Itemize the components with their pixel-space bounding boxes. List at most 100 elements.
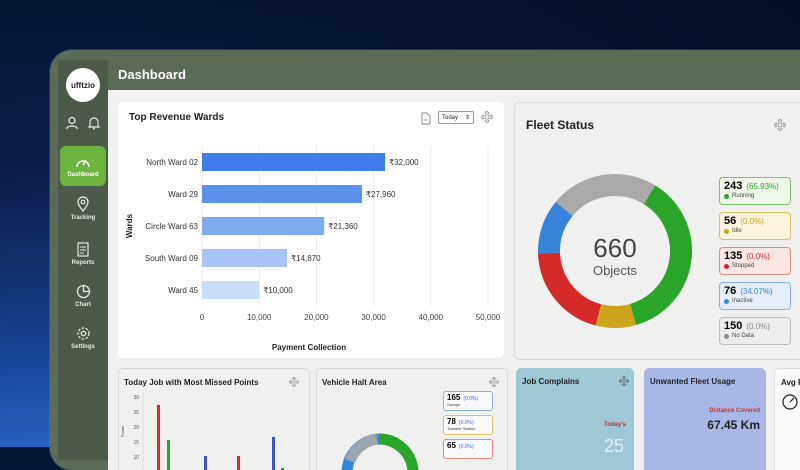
legend-label-text: Running	[732, 193, 755, 199]
revenue-card: Top Revenue Wards Today ⇕ 0 10,000 20,000 3…	[118, 102, 504, 358]
app-window: ufftzio Dashboard Tracking Reports Chart…	[50, 50, 800, 470]
avg-card: Avg F	[774, 368, 800, 470]
x-tick-label: 20,000	[304, 313, 329, 322]
fleet-legend-item[interactable]: 56 (0.0%) Idle	[719, 212, 791, 240]
page-title: Dashboard	[108, 60, 800, 90]
category-label: Ward 29	[168, 190, 198, 199]
map-pin-icon	[77, 195, 89, 212]
main-content: Dashboard Top Revenue Wards Today ⇕ 0 10,…	[108, 60, 800, 470]
job-complains-title: Job Complains	[522, 377, 580, 386]
distance-label: Distance Covered	[709, 408, 760, 414]
donut-center-value: 660	[593, 233, 636, 263]
x-axis-label: Payment Collection	[272, 343, 346, 352]
missed-points-chart: 30 25 20 15 10	[133, 393, 284, 470]
revenue-bar-chart: 0 10,000 20,000 30,000 40,000 50,000 North War…	[125, 146, 501, 352]
legend-count: 76	[724, 285, 737, 297]
halt-legend-item[interactable]: 165 (0.0%) Garage	[443, 391, 493, 411]
legend-percent: (0.0%)	[458, 444, 474, 450]
halt-donut-chart	[341, 433, 419, 470]
gauge-icon	[76, 159, 90, 167]
donut-segment	[595, 303, 637, 328]
y-tick-label: 10	[133, 455, 139, 461]
donut-segment	[538, 201, 573, 254]
fleet-legend-item[interactable]: 135 (0.0%) Stopped	[719, 247, 791, 275]
halt-legend-item[interactable]: 78 (0.0%) Transfer Station	[443, 415, 493, 435]
move-icon[interactable]	[774, 119, 786, 131]
status-dot-icon	[724, 298, 729, 304]
avg-card-title: Avg F	[781, 378, 800, 387]
legend-percent: (0.0%)	[746, 322, 770, 331]
unwanted-fleet-title: Unwanted Fleet Usage	[650, 377, 736, 386]
halt-segment	[378, 433, 419, 470]
bar	[202, 153, 386, 171]
y-axis-label: Wards	[125, 213, 134, 238]
data-label: ₹14,870	[291, 254, 321, 263]
legend-label: No Data	[724, 333, 786, 339]
halt-area-card: Vehicle Halt Area 165 (0.0%) Garage 78 (0.0%…	[316, 368, 508, 470]
move-icon[interactable]	[489, 377, 499, 387]
data-label: ₹27,960	[366, 190, 396, 199]
data-label: ₹32,000	[389, 158, 419, 167]
chevron-updown-icon: ⇕	[464, 115, 470, 121]
y-tick-label: 15	[133, 440, 139, 446]
today-label: Today's	[604, 422, 626, 428]
bar	[272, 437, 275, 470]
donut-segment	[629, 185, 692, 326]
pie-chart-icon	[76, 284, 90, 299]
unwanted-fleet-card: Unwanted Fleet Usage Distance Covered 67…	[644, 368, 766, 470]
bar	[202, 217, 325, 235]
legend-count: 165	[447, 393, 461, 402]
x-tick-label: 30,000	[361, 313, 386, 322]
distance-value: 67.45 Km	[707, 418, 760, 432]
bar	[202, 249, 288, 267]
sidebar: ufftzio Dashboard Tracking Reports Chart…	[58, 60, 108, 460]
move-icon[interactable]	[619, 376, 629, 386]
category-label: North Ward 02	[146, 158, 198, 167]
legend-label-text: Inactive	[732, 298, 753, 304]
sidebar-item-reports[interactable]: Reports	[60, 234, 106, 274]
legend-percent: (65.93%)	[746, 182, 779, 191]
x-tick-label: 50,000	[476, 313, 501, 322]
job-complains-card: Job Complains Today's 25	[516, 368, 634, 470]
bar	[202, 281, 260, 299]
export-icon[interactable]	[421, 112, 431, 125]
missed-points-title: Today Job with Most Missed Points	[124, 378, 259, 387]
legend-count: 243	[724, 180, 743, 192]
move-icon[interactable]	[289, 377, 299, 387]
legend-label-text: Idle	[732, 228, 742, 234]
y-tick-label: 25	[133, 410, 139, 416]
legend-label: Inactive	[724, 298, 786, 304]
bell-icon[interactable]	[87, 116, 101, 130]
user-icon[interactable]	[65, 116, 79, 130]
move-icon[interactable]	[481, 111, 493, 123]
y-tick-label: 20	[133, 425, 139, 431]
halt-legend-item[interactable]: 65 (0.0%)	[443, 439, 493, 459]
brand-logo[interactable]: ufftzio	[66, 68, 100, 102]
fleet-legend-item[interactable]: 243 (65.93%) Running	[719, 177, 791, 205]
bar	[204, 456, 207, 470]
sidebar-item-dashboard[interactable]: Dashboard	[60, 146, 106, 186]
donut-center-label: Objects	[593, 263, 638, 278]
bar	[237, 456, 240, 470]
sidebar-item-chart[interactable]: Chart	[60, 276, 106, 316]
category-label: Ward 45	[168, 286, 198, 295]
y-tick-label: 30	[133, 395, 139, 401]
revenue-card-title: Top Revenue Wards	[129, 112, 225, 123]
x-tick-label: 40,000	[419, 313, 444, 322]
x-tick-label: 10,000	[247, 313, 272, 322]
sidebar-tools	[58, 116, 108, 130]
sidebar-item-settings[interactable]: Settings	[60, 318, 106, 358]
fleet-legend-item[interactable]: 150 (0.0%) No Data	[719, 317, 791, 345]
legend-percent: (0.0%)	[463, 396, 479, 402]
sidebar-item-tracking[interactable]: Tracking	[60, 188, 106, 228]
donut-segment	[555, 174, 656, 217]
legend-label: Stopped	[724, 263, 786, 269]
period-select-value: Today	[442, 115, 459, 121]
period-select[interactable]: Today ⇕	[438, 111, 474, 124]
fleet-legend-item[interactable]: 76 (34.07%) Inactive	[719, 282, 791, 310]
legend-count: 65	[447, 441, 456, 450]
legend-label: Transfer Station	[447, 426, 476, 431]
category-label: South Ward 09	[145, 254, 199, 263]
data-label: ₹10,000	[263, 286, 293, 295]
sidebar-item-label: Dashboard	[67, 171, 99, 178]
